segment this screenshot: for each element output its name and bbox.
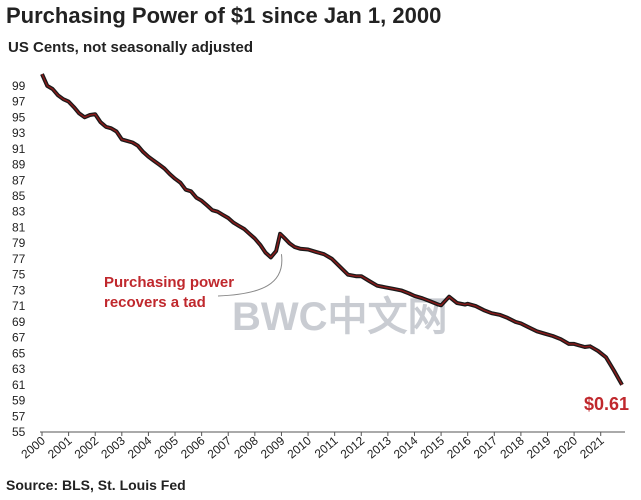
- x-tick-label: 2016: [444, 433, 474, 461]
- x-tick-label: 2001: [45, 433, 75, 461]
- x-tick-label: 2005: [152, 433, 182, 461]
- x-tick-label: 2015: [418, 433, 448, 461]
- y-tick-label: 79: [12, 236, 26, 250]
- y-tick-label: 91: [12, 142, 26, 156]
- x-tick-label: 2014: [391, 433, 421, 461]
- x-tick-label: 2010: [285, 433, 315, 461]
- x-tick-label: 2019: [524, 433, 554, 461]
- series-line: [41, 73, 623, 386]
- y-tick-label: 63: [12, 362, 26, 376]
- watermark: BWC中文网: [232, 295, 448, 339]
- annotation-line-1: Purchasing power: [104, 274, 234, 291]
- y-tick-label: 73: [12, 283, 26, 297]
- y-tick-label: 85: [12, 189, 26, 203]
- x-tick-label: 2018: [497, 433, 527, 461]
- y-tick-label: 61: [12, 378, 26, 392]
- chart-source: Source: BLS, St. Louis Fed: [6, 477, 186, 493]
- x-tick-label: 2002: [72, 433, 102, 461]
- y-axis-ticks: 9997959391898785838179777573716967656361…: [12, 79, 26, 439]
- x-tick-label: 2008: [231, 433, 261, 461]
- x-tick-label: 2006: [178, 433, 208, 461]
- y-tick-label: 93: [12, 126, 26, 140]
- y-tick-label: 59: [12, 394, 26, 408]
- y-tick-label: 71: [12, 299, 26, 313]
- annotation-leader-line: [217, 254, 283, 297]
- x-tick-label: 2009: [258, 433, 288, 461]
- x-tick-label: 2021: [577, 433, 607, 461]
- y-tick-label: 87: [12, 173, 26, 187]
- y-tick-label: 89: [12, 158, 26, 172]
- y-tick-label: 83: [12, 205, 26, 219]
- y-tick-label: 95: [12, 110, 26, 124]
- x-tick-label: 2020: [551, 433, 581, 461]
- y-tick-label: 69: [12, 315, 26, 329]
- x-tick-label: 2012: [338, 433, 368, 461]
- x-tick-label: 2011: [312, 433, 341, 461]
- x-axis-ticks: 2000200120022003200420052006200720082009…: [18, 432, 607, 461]
- y-tick-label: 81: [12, 220, 26, 234]
- x-tick-label: 2007: [205, 433, 235, 461]
- x-tick-label: 2003: [98, 433, 128, 461]
- y-tick-label: 77: [12, 252, 26, 266]
- y-tick-label: 57: [12, 409, 26, 423]
- annotation-line-2: recovers a tad: [104, 294, 206, 311]
- x-tick-label: 2004: [125, 433, 155, 461]
- y-tick-label: 99: [12, 79, 26, 93]
- end-value-label: $0.61: [584, 394, 629, 414]
- y-tick-label: 65: [12, 346, 26, 360]
- x-tick-label: 2017: [471, 433, 501, 461]
- y-tick-label: 75: [12, 268, 26, 282]
- chart-title: Purchasing Power of $1 since Jan 1, 2000: [6, 3, 442, 28]
- chart-subtitle: US Cents, not seasonally adjusted: [8, 39, 254, 56]
- y-tick-label: 55: [12, 425, 26, 439]
- y-tick-label: 67: [12, 331, 26, 345]
- y-tick-label: 97: [12, 95, 26, 109]
- x-tick-label: 2013: [364, 433, 394, 461]
